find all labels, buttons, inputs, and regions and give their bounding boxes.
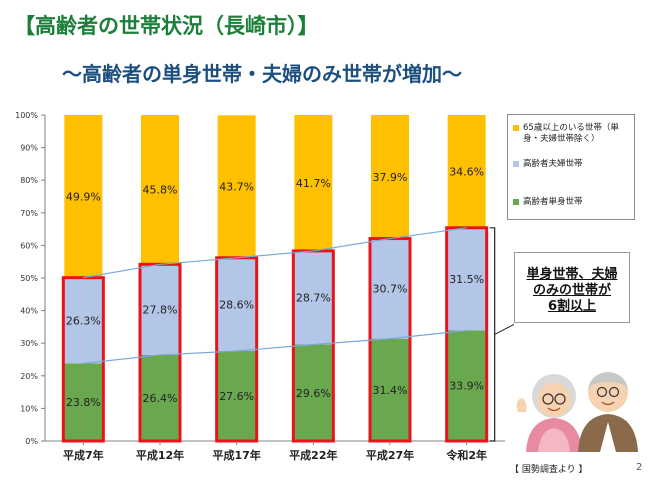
y-tick-label: 100% [15, 111, 38, 120]
legend-swatch [513, 199, 519, 205]
y-tick-label: 20% [20, 372, 38, 381]
x-tick-label: 平成17年 [213, 448, 261, 462]
legend-item-other-households: 65歳以上のいる世帯（単身・夫婦世帯除く） [513, 123, 631, 145]
page-number: 2 [636, 462, 643, 473]
page-subtitle: 〜高齢者の単身世帯・夫婦のみ世帯が増加〜 [62, 62, 462, 86]
bar-segment [294, 250, 333, 345]
y-tick-label: 70% [20, 209, 38, 218]
data-label: 27.8% [143, 304, 178, 317]
data-label: 34.6% [449, 165, 484, 178]
legend-label: 65歳以上のいる世帯（単身・夫婦世帯除く） [523, 123, 619, 144]
data-label: 33.9% [449, 380, 484, 393]
bar-segment [64, 277, 103, 364]
chart-legend: 65歳以上のいる世帯（単身・夫婦世帯除く） 高齢者夫婦世帯 高齢者単身世帯 [507, 114, 635, 220]
bar-segment [64, 115, 103, 278]
data-label: 30.7% [373, 283, 408, 296]
bar-segment [64, 363, 103, 441]
data-label: 31.4% [373, 384, 408, 397]
bar-segment [217, 351, 256, 441]
legend-item-single-households: 高齢者単身世帯 [513, 197, 631, 208]
bar-segment [141, 264, 179, 355]
data-label: 23.8% [66, 396, 101, 409]
bar-segment [141, 115, 179, 265]
legend-item-couple-households: 高齢者夫婦世帯 [513, 159, 631, 170]
data-label: 28.7% [296, 292, 331, 305]
bar-segment [294, 115, 333, 251]
callout-line-1: 単身世帯、夫婦 [526, 267, 618, 282]
callout-line-2: のみの世帯が [532, 283, 611, 298]
source-note: 【 国勢調査より 】 [510, 465, 588, 475]
data-label: 26.3% [66, 315, 101, 328]
data-label: 41.7% [296, 177, 331, 190]
bar-segment [371, 238, 409, 339]
y-tick-label: 50% [20, 274, 38, 283]
data-label: 49.9% [66, 190, 101, 203]
callout-box: 単身世帯、夫婦 のみの世帯が 6割以上 [514, 252, 630, 323]
data-label: 27.6% [219, 390, 254, 403]
single-trend-line [83, 329, 467, 365]
elderly-couple-illustration [516, 372, 638, 452]
bar-segment [447, 227, 486, 331]
data-label: 29.6% [296, 387, 331, 400]
legend-swatch [513, 125, 519, 131]
bar-segment [217, 115, 256, 258]
data-label: 37.9% [373, 171, 408, 184]
bar-segment [141, 354, 179, 441]
combined-trend-line [83, 227, 467, 279]
x-tick-label: 平成22年 [289, 448, 337, 462]
bar-segment [447, 330, 486, 441]
bar-segment [371, 338, 409, 441]
y-tick-label: 40% [20, 307, 38, 316]
y-tick-label: 80% [20, 176, 38, 185]
bar-segment [371, 115, 409, 239]
data-label: 28.6% [219, 298, 254, 311]
y-tick-label: 0% [25, 437, 38, 446]
legend-label: 高齢者夫婦世帯 [523, 159, 583, 169]
callout-connector [494, 323, 515, 335]
x-tick-label: 平成12年 [136, 448, 184, 462]
data-label: 45.8% [143, 184, 178, 197]
y-tick-label: 90% [20, 144, 38, 153]
data-label: 26.4% [143, 392, 178, 405]
bar-segment [447, 115, 486, 228]
y-tick-label: 30% [20, 339, 38, 348]
page-title: 【高齢者の世帯状況（長崎市）】 [14, 14, 319, 38]
bracket [489, 227, 496, 442]
data-label: 31.5% [449, 273, 484, 286]
y-tick-label: 60% [20, 241, 38, 250]
legend-label: 高齢者単身世帯 [523, 197, 583, 207]
bar-segment [217, 257, 256, 352]
y-tick-label: 10% [20, 404, 38, 413]
x-tick-label: 平成27年 [366, 448, 414, 462]
data-label: 43.7% [219, 181, 254, 194]
bar-segment [294, 344, 333, 441]
callout-line-3: 6割以上 [547, 299, 597, 314]
x-tick-label: 平成7年 [63, 448, 104, 462]
x-tick-label: 令和2年 [445, 448, 487, 462]
legend-swatch [513, 161, 519, 167]
